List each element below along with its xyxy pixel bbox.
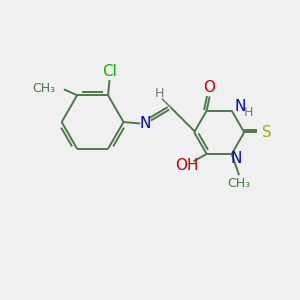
Text: O: O [204, 80, 216, 95]
Text: N: N [234, 99, 246, 114]
Text: N: N [230, 151, 242, 166]
Text: Cl: Cl [102, 64, 117, 79]
Text: OH: OH [175, 158, 199, 173]
Text: CH₃: CH₃ [227, 177, 250, 190]
Text: S: S [262, 125, 272, 140]
Text: H: H [244, 106, 254, 118]
Text: H: H [155, 87, 164, 100]
Text: N: N [140, 116, 151, 131]
Text: CH₃: CH₃ [32, 82, 56, 95]
